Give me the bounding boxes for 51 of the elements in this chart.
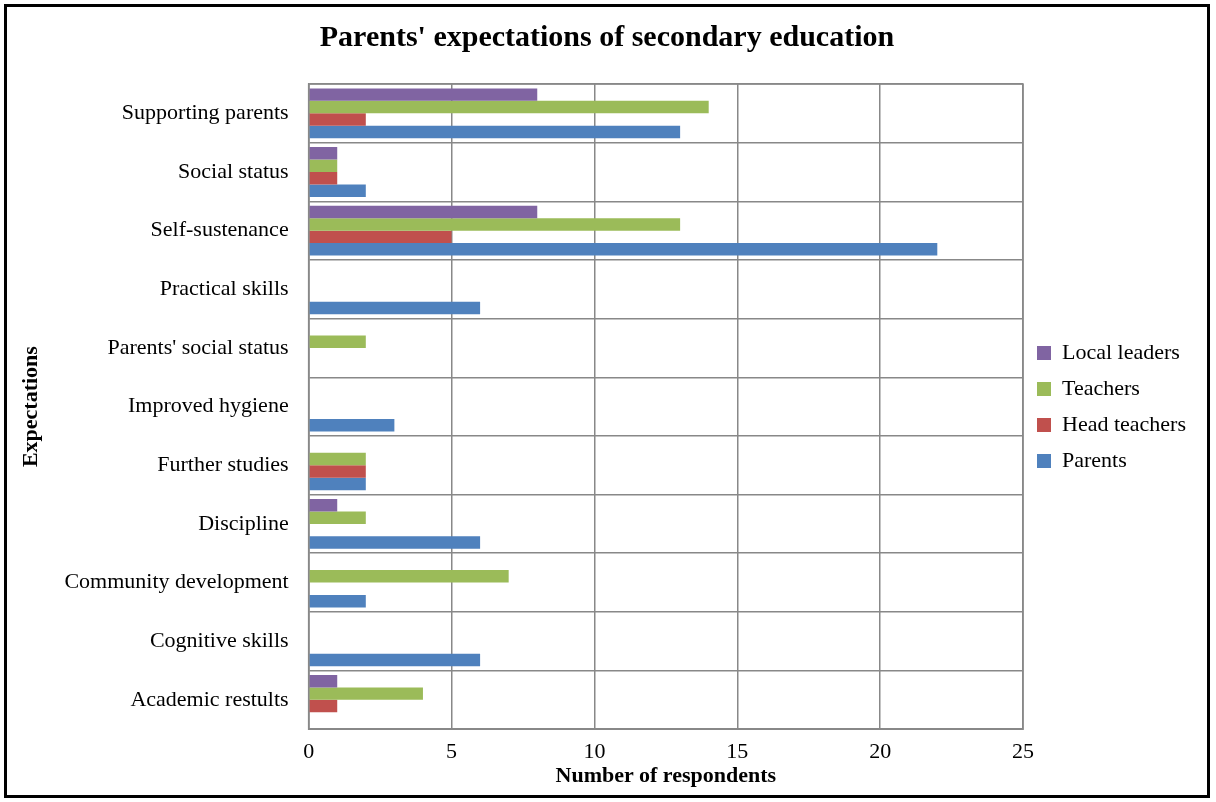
y-tick-label: Parents' social status (107, 333, 289, 359)
y-tick-label: Community development (64, 568, 289, 594)
bar (309, 205, 538, 219)
legend-label: Teachers (1062, 374, 1140, 400)
bar (309, 159, 338, 172)
bar (309, 301, 481, 315)
x-tick-label: 25 (1012, 738, 1035, 764)
y-axis-title: Expectations (16, 345, 42, 468)
bar (309, 113, 366, 126)
legend-label: Parents (1062, 446, 1127, 472)
y-tick-label: Supporting parents (121, 99, 289, 125)
y-tick-label: Further studies (157, 451, 289, 477)
bar (309, 699, 338, 713)
bar (309, 570, 509, 583)
x-tick-label: 5 (446, 738, 458, 764)
bar (309, 595, 366, 608)
y-tick-label: Cognitive skills (149, 627, 289, 652)
bar (309, 653, 481, 667)
bar (309, 243, 938, 256)
bar (309, 452, 366, 466)
legend-label: Head teachers (1062, 410, 1187, 436)
bar (309, 230, 452, 244)
bar (309, 88, 538, 101)
y-tick-label: Self-sustenance (150, 216, 289, 242)
bar (309, 687, 423, 700)
x-axis-title: Number of respondents (555, 762, 777, 788)
y-tick-label: Academic restults (130, 685, 289, 711)
x-tick-label: 0 (303, 738, 315, 764)
x-tick-label: 20 (869, 738, 892, 764)
bar (309, 171, 338, 185)
bar (309, 465, 366, 478)
bar (309, 218, 681, 231)
bar (309, 184, 366, 197)
bar (309, 335, 366, 348)
bar (309, 511, 366, 524)
bar (309, 125, 681, 139)
y-tick-label: Practical skills (159, 275, 289, 301)
bar (309, 147, 338, 160)
y-tick-label: Improved hygiene (127, 392, 289, 418)
bar (309, 674, 338, 688)
x-tick-label: 10 (583, 738, 606, 764)
bar (309, 477, 366, 491)
bar (309, 536, 481, 549)
y-tick-label: Discipline (198, 509, 289, 535)
bar (309, 419, 395, 432)
legend-label: Local leaders (1062, 338, 1180, 364)
x-tick-label: 15 (726, 738, 749, 764)
chart-title: Parents' expectations of secondary education (319, 18, 895, 52)
y-tick-label: Social status (178, 157, 289, 183)
bar (309, 100, 709, 114)
bar (309, 498, 338, 512)
